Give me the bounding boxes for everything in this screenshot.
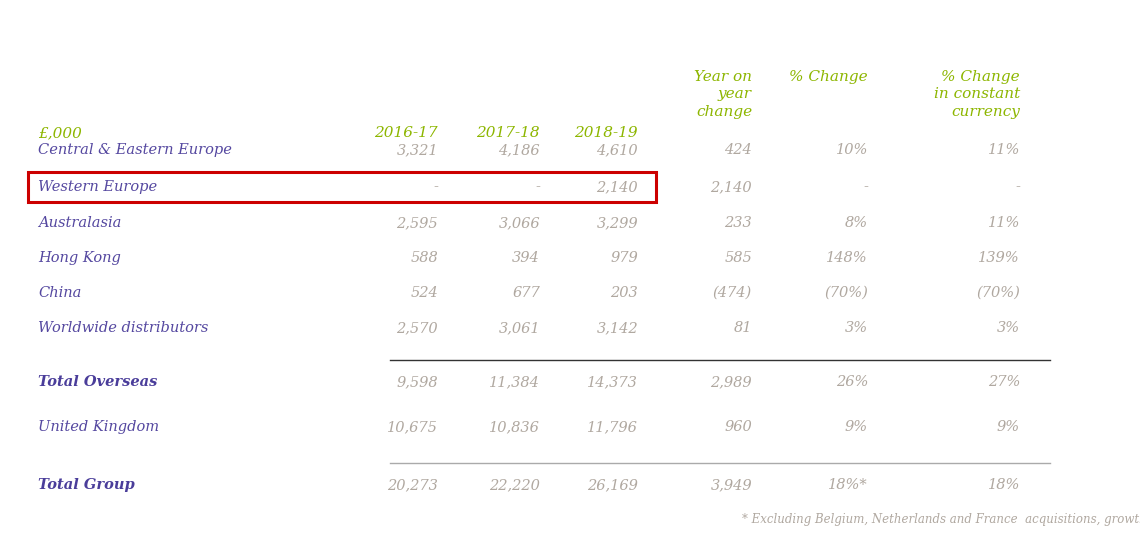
- Text: * Excluding Belgium, Netherlands and France  acquisitions, growth = 10%: * Excluding Belgium, Netherlands and Fra…: [742, 513, 1140, 526]
- Text: 2018-19: 2018-19: [575, 126, 638, 140]
- Text: 27%: 27%: [987, 375, 1020, 389]
- Text: 11,384: 11,384: [489, 375, 540, 389]
- Text: 588: 588: [410, 251, 438, 265]
- Text: Australasia: Australasia: [38, 216, 121, 230]
- Text: 677: 677: [512, 286, 540, 300]
- Text: 2,989: 2,989: [710, 375, 752, 389]
- Text: Worldwide distributors: Worldwide distributors: [38, 321, 209, 335]
- Text: Total Group: Total Group: [38, 478, 135, 492]
- Text: 979: 979: [610, 251, 638, 265]
- Text: 3,061: 3,061: [498, 321, 540, 335]
- Text: 26%: 26%: [836, 375, 868, 389]
- Text: Western Europe: Western Europe: [38, 180, 157, 194]
- Text: 3%: 3%: [996, 321, 1020, 335]
- Text: 585: 585: [724, 251, 752, 265]
- Text: 9,598: 9,598: [397, 375, 438, 389]
- Text: 3,299: 3,299: [596, 216, 638, 230]
- Text: Total Overseas: Total Overseas: [38, 375, 157, 389]
- Text: 960: 960: [724, 420, 752, 434]
- Text: 203: 203: [610, 286, 638, 300]
- Text: 2,140: 2,140: [710, 180, 752, 194]
- Text: 20,273: 20,273: [388, 478, 438, 492]
- Text: 2,140: 2,140: [596, 180, 638, 194]
- Text: (70%): (70%): [976, 286, 1020, 300]
- Text: 18%: 18%: [987, 478, 1020, 492]
- Text: 233: 233: [724, 216, 752, 230]
- Text: 11,796: 11,796: [587, 420, 638, 434]
- Text: 10,675: 10,675: [388, 420, 438, 434]
- Text: 2,570: 2,570: [397, 321, 438, 335]
- Text: 2016-17: 2016-17: [374, 126, 438, 140]
- Text: 22,220: 22,220: [489, 478, 540, 492]
- Text: 11%: 11%: [987, 143, 1020, 157]
- Text: 394: 394: [512, 251, 540, 265]
- Text: 2017-18: 2017-18: [477, 126, 540, 140]
- Text: £,000: £,000: [38, 126, 82, 140]
- Text: China: China: [38, 286, 81, 300]
- Text: Hong Kong: Hong Kong: [38, 251, 121, 265]
- Text: % Change
in constant
currency: % Change in constant currency: [934, 70, 1020, 119]
- Text: 3,321: 3,321: [397, 143, 438, 157]
- Text: Year on
year
change: Year on year change: [694, 70, 752, 119]
- Text: 2,595: 2,595: [397, 216, 438, 230]
- Text: 8%: 8%: [845, 216, 868, 230]
- Text: -: -: [433, 180, 438, 194]
- Text: 139%: 139%: [978, 251, 1020, 265]
- Text: United Kingdom: United Kingdom: [38, 420, 160, 434]
- Text: 18%*: 18%*: [829, 478, 868, 492]
- Text: -: -: [535, 180, 540, 194]
- Text: 4,186: 4,186: [498, 143, 540, 157]
- Text: 9%: 9%: [845, 420, 868, 434]
- Text: 3,949: 3,949: [710, 478, 752, 492]
- Text: 4,610: 4,610: [596, 143, 638, 157]
- Text: 10%: 10%: [836, 143, 868, 157]
- Text: Central & Eastern Europe: Central & Eastern Europe: [38, 143, 231, 157]
- Text: 11%: 11%: [987, 216, 1020, 230]
- Text: (70%): (70%): [824, 286, 868, 300]
- Text: 148%: 148%: [826, 251, 868, 265]
- Text: 524: 524: [410, 286, 438, 300]
- Text: -: -: [1015, 180, 1020, 194]
- Text: 9%: 9%: [996, 420, 1020, 434]
- Text: 3,066: 3,066: [498, 216, 540, 230]
- Text: 3%: 3%: [845, 321, 868, 335]
- Text: % Change: % Change: [789, 70, 868, 84]
- Text: 14,373: 14,373: [587, 375, 638, 389]
- Text: 424: 424: [724, 143, 752, 157]
- Text: -: -: [863, 180, 868, 194]
- Text: 26,169: 26,169: [587, 478, 638, 492]
- Text: 10,836: 10,836: [489, 420, 540, 434]
- Text: (474): (474): [712, 286, 752, 300]
- Text: 81: 81: [733, 321, 752, 335]
- Text: 3,142: 3,142: [596, 321, 638, 335]
